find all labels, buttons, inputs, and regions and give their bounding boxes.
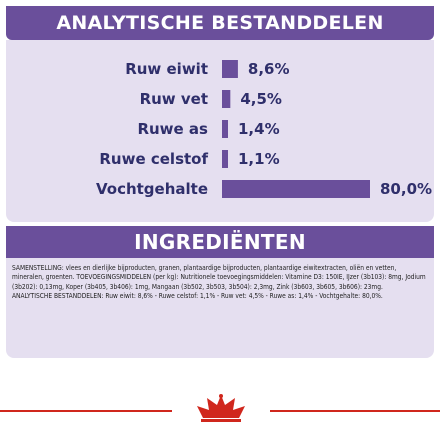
bar [222, 180, 370, 198]
category-label: Ruwe celstof [99, 150, 208, 168]
category-label: Ruwe as [137, 120, 208, 138]
bar [222, 90, 231, 108]
category-label: Ruw vet [140, 90, 208, 108]
royal-canin-crown-icon [197, 394, 245, 422]
composition-text: SAMENSTELLING: vlees en dierlijke bijpro… [12, 264, 426, 291]
footer-line-left [0, 410, 172, 412]
footer-line-right [270, 410, 440, 412]
value-label: 1,1% [238, 150, 280, 168]
bar [222, 150, 228, 168]
ingredients-text: SAMENSTELLING: vlees en dierlijke bijpro… [12, 264, 426, 302]
bar [222, 60, 238, 78]
value-label: 1,4% [238, 120, 280, 138]
value-label: 4,5% [240, 90, 282, 108]
category-label: Vochtgehalte [96, 180, 208, 198]
analytics-header: ANALYTISCHE BESTANDDELEN [6, 6, 434, 40]
analytics-summary-text: ANALYTISCHE BESTANDDELEN: Ruw eiwit: 8,6… [12, 292, 383, 301]
bar [222, 120, 228, 138]
ingredients-panel [6, 258, 434, 358]
value-label: 80,0% [380, 180, 432, 198]
value-label: 8,6% [248, 60, 290, 78]
category-label: Ruw eiwit [125, 60, 208, 78]
ingredients-header: INGREDIËNTEN [6, 226, 434, 258]
analytics-bar-chart: Ruw eiwit 8,6% Ruw vet 4,5% Ruwe as 1,4% Ruwe … [96, 60, 432, 198]
